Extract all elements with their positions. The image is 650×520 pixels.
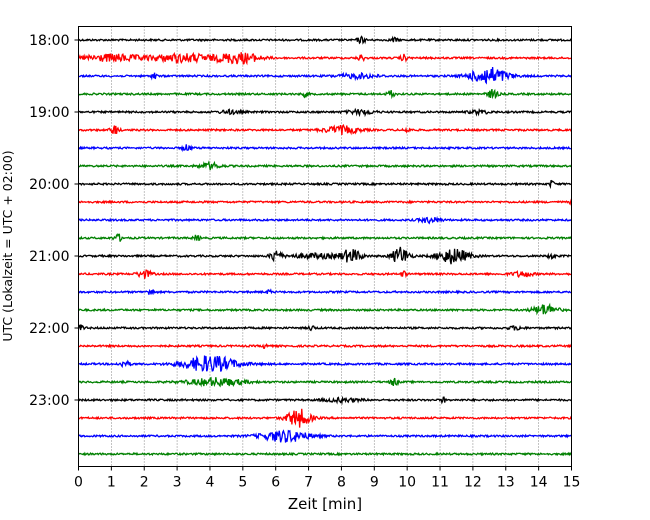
x-axis-label: Zeit [min] <box>288 495 362 513</box>
x-tick-label: 9 <box>370 475 379 491</box>
x-tick-label: 14 <box>530 475 548 491</box>
trace-row <box>78 88 572 100</box>
x-tick-label: 11 <box>431 475 449 491</box>
x-tick-label: 4 <box>206 475 215 491</box>
trace-row <box>78 408 573 428</box>
trace-row <box>78 269 572 279</box>
x-tick-label: 5 <box>238 475 247 491</box>
x-tick-label: 10 <box>398 475 416 491</box>
trace-row <box>78 123 572 136</box>
x-tick-label: 8 <box>337 475 346 491</box>
trace-row <box>78 355 572 372</box>
trace-row <box>78 376 572 388</box>
x-tick-label: 2 <box>140 475 149 491</box>
vertical-grid <box>111 26 539 467</box>
seismic-traces <box>77 35 573 457</box>
trace-row <box>78 215 573 225</box>
trace-row <box>78 51 573 66</box>
trace-row <box>78 35 572 45</box>
trace-row <box>77 179 572 190</box>
y-axis-label: UTC (Lokalzeit = UTC + 02:00) <box>0 150 15 341</box>
y-axis-ticks: 18:00 19:00 20:00 21:00 22:00 23:00 <box>29 33 79 409</box>
x-tick-label: 15 <box>563 475 581 491</box>
trace-row <box>78 67 573 85</box>
x-tick-label: 3 <box>173 475 182 491</box>
trace-row <box>78 343 572 349</box>
y-tick-label: 22:00 <box>29 321 69 337</box>
trace-row <box>78 233 573 242</box>
y-tick-label: 19:00 <box>29 105 69 121</box>
x-tick-label: 6 <box>271 475 280 491</box>
trace-row <box>77 246 572 265</box>
trace-row <box>77 323 572 332</box>
x-tick-label: 0 <box>74 475 83 491</box>
trace-row <box>78 288 572 296</box>
trace-row <box>78 302 572 316</box>
trace-row <box>78 107 573 118</box>
y-tick-label: 18:00 <box>29 33 69 49</box>
x-tick-label: 1 <box>107 475 116 491</box>
trace-row <box>77 198 573 206</box>
x-tick-label: 12 <box>464 475 482 491</box>
y-tick-label: 21:00 <box>29 249 69 265</box>
x-axis-ticks: 0 1 2 3 4 5 6 7 8 9 10 11 12 13 14 15 <box>74 466 581 491</box>
x-tick-label: 13 <box>497 475 515 491</box>
trace-row <box>78 429 572 443</box>
y-tick-label: 23:00 <box>29 393 69 409</box>
plot-frame <box>78 26 572 467</box>
trace-row <box>78 451 573 457</box>
trace-row <box>78 395 572 406</box>
trace-row <box>78 144 572 153</box>
trace-row <box>78 160 572 171</box>
x-tick-label: 7 <box>304 475 313 491</box>
y-tick-label: 20:00 <box>29 177 69 193</box>
